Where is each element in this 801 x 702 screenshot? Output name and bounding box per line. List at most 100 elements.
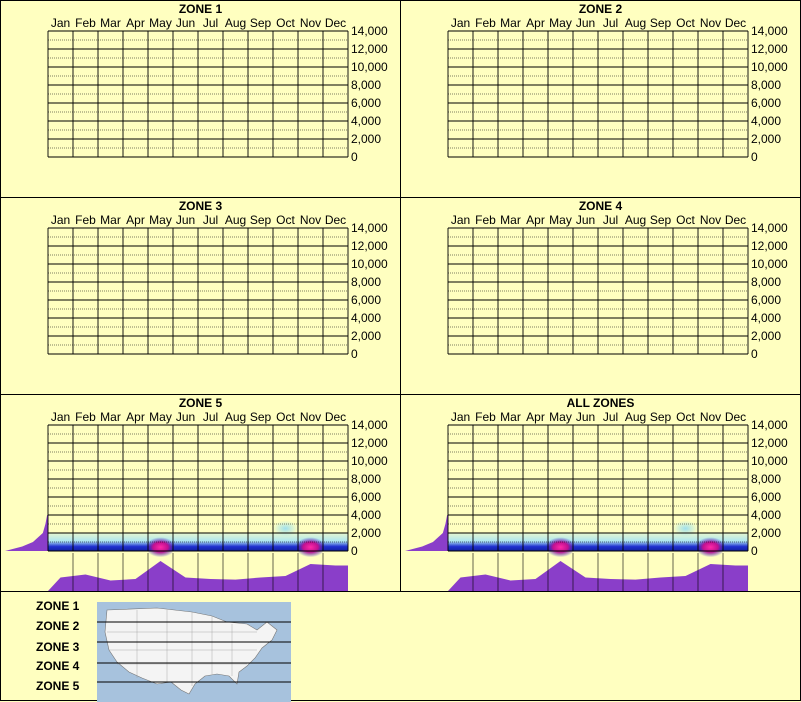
y-tick-label: 4,000	[351, 508, 381, 522]
month-tick-label: Mar	[100, 16, 121, 30]
y-tick-label: 2,000	[351, 526, 381, 540]
month-tick-label: Apr	[126, 410, 145, 424]
legend-zone-2: ZONE 2	[36, 619, 80, 633]
month-tick-label: Jun	[176, 213, 195, 227]
y-tick-label: 10,000	[751, 454, 788, 468]
elevation-profile	[405, 515, 448, 551]
month-tick-label: Feb	[475, 16, 496, 30]
y-tick-label: 10,000	[751, 257, 788, 271]
panel-title: ZONE 5	[178, 396, 223, 410]
month-tick-label: Dec	[725, 213, 746, 227]
y-tick-label: 10,000	[351, 257, 388, 271]
month-tick-label: Sep	[250, 16, 272, 30]
legend-zone-4: ZONE 4	[36, 659, 80, 673]
zone-map	[97, 602, 291, 702]
month-tick-label: Oct	[276, 16, 295, 30]
panel-5: ALL ZONES Jan Feb Mar Apr May Jun Jul Aug Sep Oct N…	[400, 394, 801, 592]
y-tick-label: 14,000	[351, 418, 388, 432]
month-tick-label: Sep	[250, 213, 272, 227]
month-tick-label: Apr	[526, 213, 545, 227]
month-tick-label: Aug	[225, 410, 246, 424]
month-tick-label: Jun	[576, 213, 595, 227]
month-tick-label: May	[549, 16, 572, 30]
month-tick-label: Mar	[500, 16, 521, 30]
month-tick-label: Jul	[203, 410, 218, 424]
month-tick-label: Mar	[500, 213, 521, 227]
month-tick-label: Jun	[176, 16, 195, 30]
month-tick-label: Jan	[51, 213, 70, 227]
y-tick-label: 0	[751, 544, 758, 558]
month-tick-label: Apr	[126, 16, 145, 30]
y-tick-label: 12,000	[751, 42, 788, 56]
month-tick-label: Nov	[700, 410, 721, 424]
month-tick-label: Apr	[126, 213, 145, 227]
panel-title: ALL ZONES	[566, 396, 635, 410]
month-tick-label: Aug	[625, 16, 646, 30]
month-tick-label: Jan	[451, 213, 470, 227]
panel-title: ZONE 3	[178, 199, 223, 213]
y-tick-label: 4,000	[351, 114, 381, 128]
y-tick-label: 6,000	[751, 293, 781, 307]
month-tick-label: Mar	[100, 410, 121, 424]
panel-4: ZONE 5 Jan Feb Mar Apr May Jun Jul Aug Sep Oct Nov D…	[0, 394, 401, 592]
y-tick-label: 8,000	[351, 472, 381, 486]
month-tick-label: Jun	[576, 410, 595, 424]
density-hotspot	[545, 537, 576, 558]
month-tick-label: Oct	[276, 410, 295, 424]
y-tick-label: 4,000	[751, 508, 781, 522]
y-tick-label: 6,000	[351, 490, 381, 504]
y-tick-label: 12,000	[751, 436, 788, 450]
month-tick-label: Sep	[650, 16, 672, 30]
month-tick-label: Sep	[650, 213, 672, 227]
map-land	[104, 607, 278, 695]
panel-title: ZONE 1	[178, 2, 223, 16]
month-tick-label: Jul	[603, 16, 618, 30]
month-tick-label: Dec	[325, 16, 346, 30]
y-tick-label: 2,000	[751, 526, 781, 540]
month-tick-label: May	[149, 410, 172, 424]
month-tick-label: Jul	[203, 213, 218, 227]
month-tick-label: Feb	[475, 213, 496, 227]
month-tick-label: Oct	[676, 213, 695, 227]
month-tick-label: May	[549, 410, 572, 424]
y-tick-label: 14,000	[751, 24, 788, 38]
y-tick-label: 0	[351, 150, 358, 164]
y-tick-label: 12,000	[751, 239, 788, 253]
month-tick-label: May	[149, 16, 172, 30]
month-tick-label: Nov	[700, 16, 721, 30]
y-tick-label: 10,000	[351, 454, 388, 468]
month-tick-label: Feb	[75, 213, 96, 227]
panel-0: ZONE 1 Jan Feb Mar Apr May Jun Jul Aug Sep Oct Nov D…	[0, 0, 401, 198]
month-tick-label: Aug	[625, 213, 646, 227]
y-tick-label: 6,000	[751, 96, 781, 110]
month-tick-label: Feb	[475, 410, 496, 424]
y-tick-label: 2,000	[351, 329, 381, 343]
month-tick-label: Jun	[576, 16, 595, 30]
month-tick-label: Jul	[603, 410, 618, 424]
y-tick-label: 6,000	[351, 293, 381, 307]
month-tick-label: Oct	[676, 410, 695, 424]
y-tick-label: 14,000	[351, 24, 388, 38]
panel-1: ZONE 2 Jan Feb Mar Apr May Jun Jul Aug Sep Oct Nov D…	[400, 0, 801, 198]
month-tick-label: Jul	[203, 16, 218, 30]
y-tick-label: 14,000	[751, 418, 788, 432]
y-tick-label: 0	[351, 544, 358, 558]
month-tick-label: Nov	[300, 410, 321, 424]
y-tick-label: 8,000	[351, 78, 381, 92]
y-tick-label: 4,000	[751, 114, 781, 128]
month-tick-label: Apr	[526, 16, 545, 30]
zone-legend: ZONE 1 ZONE 2 ZONE 3 ZONE 4 ZONE 5	[0, 591, 801, 702]
month-tick-label: Aug	[625, 410, 646, 424]
panel-chart: Jan Feb Mar Apr May Jun Jul Aug Sep Oct Nov Dec 0 2,0…	[447, 16, 788, 164]
month-tick-label: Jan	[51, 16, 70, 30]
y-tick-label: 8,000	[751, 78, 781, 92]
y-tick-label: 10,000	[751, 60, 788, 74]
month-tick-label: Jan	[451, 16, 470, 30]
legend-zone-1: ZONE 1	[36, 599, 80, 613]
y-tick-label: 4,000	[351, 311, 381, 325]
month-tick-label: Sep	[650, 410, 672, 424]
y-tick-label: 4,000	[751, 311, 781, 325]
month-tick-label: Nov	[700, 213, 721, 227]
y-tick-label: 10,000	[351, 60, 388, 74]
